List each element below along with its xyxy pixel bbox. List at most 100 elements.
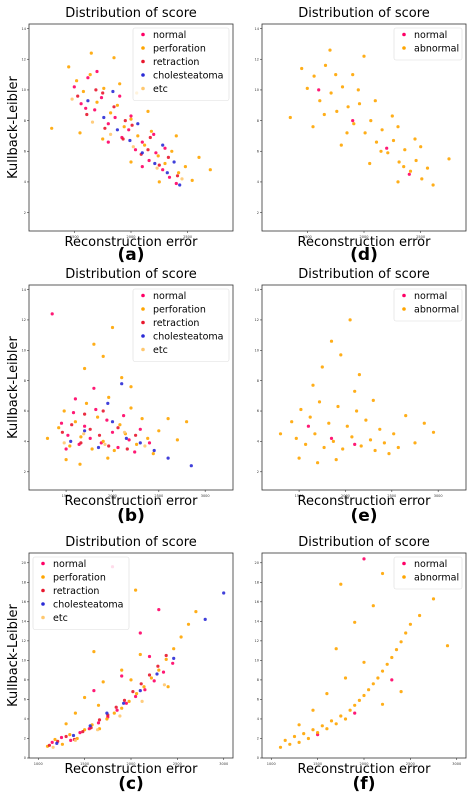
legend-label: abnormal [414,44,459,55]
data-point-perforation [107,395,111,399]
data-point-perforation [135,692,139,696]
y-tick-label: 16 [255,600,259,604]
data-point-perforation [95,100,99,104]
data-point-abnormal [323,63,328,67]
x-tick-label: 3000 [219,762,228,766]
y-tick-label: 2 [24,470,26,474]
data-point-abnormal [356,88,360,92]
data-point-abnormal [311,383,315,387]
data-point-abnormal [390,114,394,118]
data-point-abnormal [348,318,352,322]
data-point-perforation [110,325,115,330]
data-point-perforation [156,154,160,158]
legend-label: cholesteatoma [153,71,224,82]
data-point-normal [171,661,175,665]
data-point-normal [163,146,167,150]
y-tick-label: 14 [22,288,27,292]
data-point-abnormal [387,452,391,456]
data-point-normal [317,88,321,92]
legend-box [393,556,463,590]
data-point-abnormal [290,420,294,424]
data-point-perforation [174,134,178,138]
data-point-perforation [129,160,133,164]
data-point-perforation [96,415,100,419]
data-point-cholesteatoma [71,733,76,738]
legend-label: retraction [153,57,199,68]
data-point-perforation [186,622,191,626]
data-point-abnormal [316,461,320,465]
data-point-normal [73,397,77,401]
y-tick-label: 16 [22,600,26,604]
data-point-abnormal [288,742,292,746]
data-point-abnormal [394,648,399,652]
data-point-retraction [125,447,129,451]
data-point-abnormal [382,441,386,445]
data-point-normal [69,738,73,743]
data-point-normal [59,735,64,740]
data-point-perforation [129,117,133,121]
data-point-normal [72,85,76,89]
data-point-normal [105,418,109,422]
data-point-perforation [127,699,131,704]
data-point-perforation [129,385,133,389]
data-point-abnormal [380,702,385,706]
data-point-abnormal [399,690,403,694]
data-point-abnormal [357,102,362,106]
data-point-retraction [157,163,161,167]
data-point-perforation [149,129,153,133]
legend-marker [141,32,145,37]
data-point-normal [154,151,158,155]
y-tick-label: 8 [24,379,26,383]
data-point-cholesteatoma [124,436,128,440]
chart-title: Distribution of score [65,6,197,21]
x-axis-label: Reconstruction error [298,762,432,777]
legend-marker [41,615,45,620]
legend-label: normal [414,30,447,41]
x-tick-label: 1500 [62,494,71,498]
data-point-abnormal [399,640,403,644]
data-point-etc [122,430,127,434]
data-point-cholesteatoma [86,99,90,103]
data-point-perforation [75,79,79,83]
data-point-retraction [166,155,170,159]
legend-label: etc [153,84,168,95]
data-point-abnormal [413,441,417,445]
data-point-abnormal [297,740,301,745]
data-point-etc [70,97,74,101]
data-point-abnormal [322,445,326,450]
data-point-abnormal [339,582,343,586]
y-tick-label: 6 [257,698,259,702]
y-tick-label: 2 [257,211,259,215]
data-point-abnormal [352,122,356,126]
data-point-cholesteatoma [203,617,207,622]
data-point-cholesteatoma [172,160,176,164]
legend-box [132,288,230,362]
data-point-abnormal [397,160,401,164]
y-tick-label: 0 [24,756,26,760]
x-tick-label: 2500 [183,235,192,239]
data-point-perforation [170,149,174,153]
x-tick-label: 1000 [34,762,43,766]
data-point-perforation [175,438,179,442]
y-tick-label: 8 [24,678,26,682]
legend-marker [402,307,406,311]
data-point-abnormal [348,708,352,712]
data-point-normal [353,442,357,446]
data-point-normal [306,424,310,428]
data-point-retraction [97,718,102,722]
data-point-perforation [197,155,201,159]
chart-panel: Distribution of score 1000 1500 2000 2500 300… [255,535,467,794]
data-point-retraction [103,126,107,130]
data-point-normal [133,148,138,152]
data-point-abnormal [340,85,345,89]
data-point-normal [167,175,172,179]
data-point-abnormal [306,736,310,741]
y-tick-label: 12 [22,318,26,322]
legend-label: retraction [53,586,99,597]
legend-label: retraction [153,318,199,329]
data-point-normal [120,674,124,678]
data-point-perforation [118,423,122,427]
x-tick-label: 3000 [201,494,210,498]
legend-label: normal [414,291,447,302]
data-point-abnormal [311,708,315,712]
